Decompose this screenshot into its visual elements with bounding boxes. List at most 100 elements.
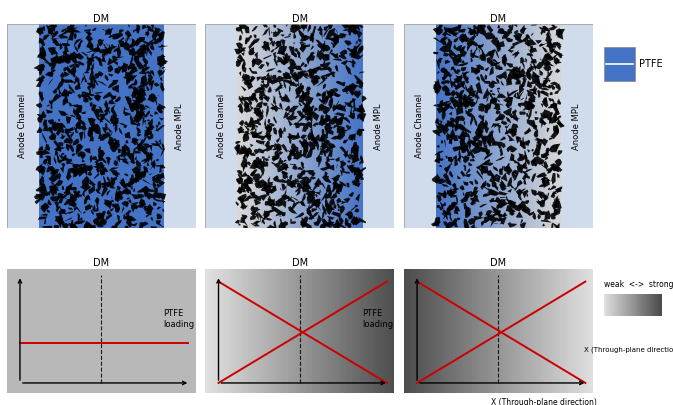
Polygon shape xyxy=(75,147,77,151)
Bar xyxy=(558,24,560,228)
Bar xyxy=(304,24,307,228)
Polygon shape xyxy=(308,141,316,150)
Polygon shape xyxy=(244,133,246,139)
Polygon shape xyxy=(480,74,487,83)
Polygon shape xyxy=(126,79,130,83)
Polygon shape xyxy=(273,162,280,168)
Polygon shape xyxy=(64,28,75,33)
Bar xyxy=(319,269,322,393)
Polygon shape xyxy=(290,149,293,152)
Polygon shape xyxy=(246,187,250,192)
Polygon shape xyxy=(552,222,563,232)
Bar xyxy=(130,269,133,393)
Polygon shape xyxy=(127,23,130,27)
Polygon shape xyxy=(146,25,151,30)
Polygon shape xyxy=(501,179,505,191)
Bar xyxy=(262,24,264,228)
Polygon shape xyxy=(489,82,495,88)
Polygon shape xyxy=(75,145,83,155)
Bar xyxy=(441,24,443,228)
Polygon shape xyxy=(542,181,546,185)
Polygon shape xyxy=(541,138,548,147)
Polygon shape xyxy=(78,165,85,172)
Polygon shape xyxy=(59,155,69,161)
Polygon shape xyxy=(282,212,286,216)
Polygon shape xyxy=(34,64,45,71)
Polygon shape xyxy=(332,183,337,193)
Polygon shape xyxy=(547,103,559,108)
Polygon shape xyxy=(505,79,512,86)
Bar xyxy=(151,24,153,228)
Polygon shape xyxy=(287,119,293,126)
Polygon shape xyxy=(92,48,100,53)
Polygon shape xyxy=(62,79,73,83)
Polygon shape xyxy=(347,21,356,34)
Polygon shape xyxy=(36,27,44,36)
Bar xyxy=(452,24,454,228)
Polygon shape xyxy=(305,170,314,173)
Polygon shape xyxy=(443,222,449,230)
Polygon shape xyxy=(541,211,547,215)
Polygon shape xyxy=(289,25,300,33)
Polygon shape xyxy=(548,145,555,151)
Polygon shape xyxy=(347,165,352,171)
Polygon shape xyxy=(149,114,153,117)
Polygon shape xyxy=(477,21,484,28)
Polygon shape xyxy=(96,161,106,168)
Polygon shape xyxy=(467,113,470,117)
Bar xyxy=(628,294,629,316)
Polygon shape xyxy=(83,222,87,231)
Polygon shape xyxy=(145,192,153,200)
Polygon shape xyxy=(43,123,48,131)
Polygon shape xyxy=(465,84,469,92)
Polygon shape xyxy=(312,79,318,83)
Polygon shape xyxy=(522,104,530,111)
Bar xyxy=(647,294,649,316)
Bar xyxy=(635,294,637,316)
Polygon shape xyxy=(343,29,353,31)
Polygon shape xyxy=(298,77,299,85)
Polygon shape xyxy=(317,28,323,32)
Polygon shape xyxy=(151,83,153,91)
Polygon shape xyxy=(532,149,534,151)
Polygon shape xyxy=(442,74,450,81)
Polygon shape xyxy=(333,115,337,122)
Polygon shape xyxy=(444,167,448,171)
Polygon shape xyxy=(545,61,555,67)
Polygon shape xyxy=(505,62,513,68)
Polygon shape xyxy=(133,196,141,199)
Bar xyxy=(627,294,629,316)
Text: weak  <->  strong: weak <-> strong xyxy=(604,279,673,288)
Polygon shape xyxy=(162,209,164,212)
Polygon shape xyxy=(320,158,322,164)
Polygon shape xyxy=(84,71,89,73)
Bar xyxy=(136,24,138,228)
Polygon shape xyxy=(280,58,287,65)
Polygon shape xyxy=(522,161,527,169)
Polygon shape xyxy=(337,33,344,38)
Polygon shape xyxy=(242,183,245,185)
Polygon shape xyxy=(499,126,501,133)
Polygon shape xyxy=(300,22,307,32)
Polygon shape xyxy=(309,53,315,61)
Polygon shape xyxy=(96,116,103,122)
Polygon shape xyxy=(110,115,119,126)
Polygon shape xyxy=(144,109,151,117)
Polygon shape xyxy=(96,94,100,98)
Polygon shape xyxy=(286,178,297,188)
Polygon shape xyxy=(283,163,288,171)
Polygon shape xyxy=(500,136,506,141)
Polygon shape xyxy=(540,104,543,108)
Polygon shape xyxy=(556,190,561,192)
Polygon shape xyxy=(557,100,561,105)
Polygon shape xyxy=(108,35,115,38)
Polygon shape xyxy=(143,145,154,148)
Polygon shape xyxy=(131,194,137,196)
Bar xyxy=(642,294,644,316)
Polygon shape xyxy=(297,123,310,126)
Polygon shape xyxy=(534,156,544,165)
Polygon shape xyxy=(252,58,256,68)
Polygon shape xyxy=(441,74,449,81)
Bar xyxy=(243,269,246,393)
Polygon shape xyxy=(483,159,491,166)
